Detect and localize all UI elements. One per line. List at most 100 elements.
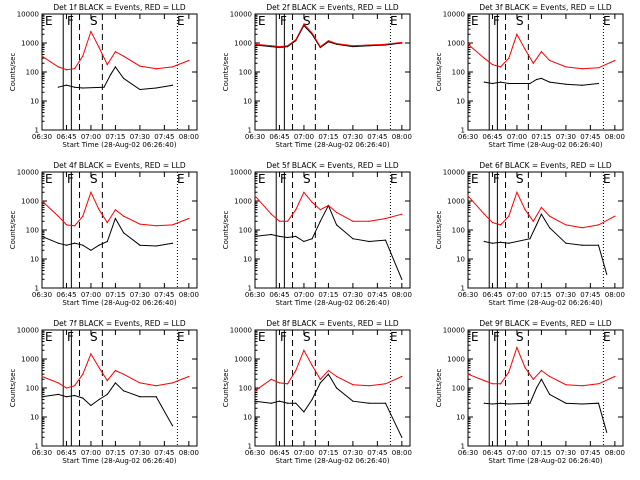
events-point [529, 402, 531, 404]
lld-point [270, 213, 272, 215]
events-point [336, 387, 338, 389]
lld-point [319, 46, 321, 48]
events-series-line [484, 213, 608, 275]
lld-point [352, 384, 354, 386]
x-tick-label: 06:30 [458, 291, 478, 299]
events-point [401, 436, 403, 438]
events-point [82, 244, 84, 246]
lld-point [327, 369, 329, 372]
events-point [319, 46, 321, 49]
events-point [368, 402, 370, 404]
y-tick-label: 10000 [17, 327, 39, 335]
x-tick-label: 06:45 [56, 291, 76, 299]
lld-point [483, 213, 485, 215]
x-axis-label: Start Time (28-Aug-02 06:26:40) [275, 299, 389, 307]
lld-point [287, 383, 289, 385]
events-point [500, 402, 502, 404]
lld-series-line [467, 33, 616, 70]
x-axis-label: Start Time (28-Aug-02 06:26:40) [275, 457, 389, 465]
lld-point [467, 43, 469, 45]
events-point [540, 77, 543, 79]
events-point [606, 273, 608, 275]
lld-point [303, 191, 305, 193]
state-marker-letter: F [493, 14, 500, 28]
lld-point [90, 30, 92, 33]
panel-frame [467, 329, 624, 447]
lld-point [508, 215, 510, 217]
x-tick-label: 07:30 [130, 449, 150, 457]
x-tick-label: 06:45 [56, 133, 76, 141]
events-point [74, 242, 76, 244]
events-point [565, 402, 567, 404]
state-marker-letter: F [280, 330, 287, 344]
state-marker-letter: S [303, 14, 311, 28]
x-tick-label: 07:45 [154, 449, 174, 457]
events-point [581, 84, 583, 86]
state-marker-letter: E [603, 14, 611, 28]
events-point [270, 402, 272, 404]
lld-series-line [254, 23, 402, 48]
events-point [114, 217, 116, 220]
lld-point [532, 220, 534, 222]
state-marker-letter: F [280, 172, 287, 186]
lld-point [171, 66, 174, 68]
state-marker-letter: E [390, 330, 398, 344]
x-tick-label: 06:45 [269, 449, 289, 457]
x-tick-label: 06:45 [269, 291, 289, 299]
lld-point [188, 59, 190, 62]
y-tick-label: 1 [461, 285, 465, 293]
lld-point [311, 201, 313, 203]
state-marker-letter: E [45, 14, 53, 28]
lld-point [319, 209, 321, 211]
y-axis-label: Counts/sec [435, 211, 443, 250]
state-marker-letter: S [90, 172, 98, 186]
panel-title: Det 3f BLACK = Events, RED = LLD [479, 3, 612, 12]
x-tick-label: 07:15 [531, 449, 551, 457]
state-marker-letter: E [177, 172, 185, 186]
events-point [311, 398, 313, 401]
events-point [508, 403, 510, 405]
events-series-line [484, 378, 608, 433]
lld-point [278, 220, 281, 222]
events-point [549, 227, 551, 229]
lld-series-line [254, 191, 402, 222]
events-point [57, 393, 59, 395]
lld-point [614, 375, 616, 378]
y-tick-label: 1000 [234, 198, 252, 206]
events-point [540, 213, 543, 215]
x-axis-label: Start Time (28-Aug-02 06:26:40) [62, 299, 176, 307]
x-tick-label: 08:00 [392, 133, 412, 141]
events-point [303, 411, 305, 413]
lld-point [106, 222, 108, 224]
x-tick-label: 07:45 [367, 291, 387, 299]
x-tick-label: 06:30 [245, 133, 265, 141]
events-point [123, 77, 125, 79]
events-point [606, 431, 608, 433]
events-point [483, 81, 485, 83]
events-point [500, 241, 502, 243]
events-point [384, 239, 387, 241]
lld-point [491, 222, 494, 224]
events-point [529, 82, 531, 85]
x-tick-label: 07:00 [507, 133, 527, 141]
x-axis-label: Start Time (28-Aug-02 06:26:40) [488, 141, 602, 149]
x-tick-label: 07:00 [81, 449, 101, 457]
y-tick-label: 1 [35, 127, 39, 135]
events-series-line [254, 204, 403, 280]
panel-frame [254, 13, 411, 131]
events-point [114, 66, 116, 68]
panel-frame [41, 171, 198, 289]
y-axis-label: Counts/sec [222, 53, 230, 92]
panel-title: Det 9f BLACK = Events, RED = LLD [479, 319, 612, 328]
events-point [106, 240, 108, 243]
events-point [171, 242, 174, 244]
events-series-line [58, 65, 173, 91]
y-tick-label: 10 [30, 256, 39, 264]
lld-point [114, 51, 116, 53]
events-series-line [41, 382, 173, 426]
events-point [139, 244, 141, 246]
events-series-line [254, 373, 403, 438]
events-point [65, 244, 68, 246]
state-marker-letter: E [603, 172, 611, 186]
lld-point [57, 215, 59, 217]
